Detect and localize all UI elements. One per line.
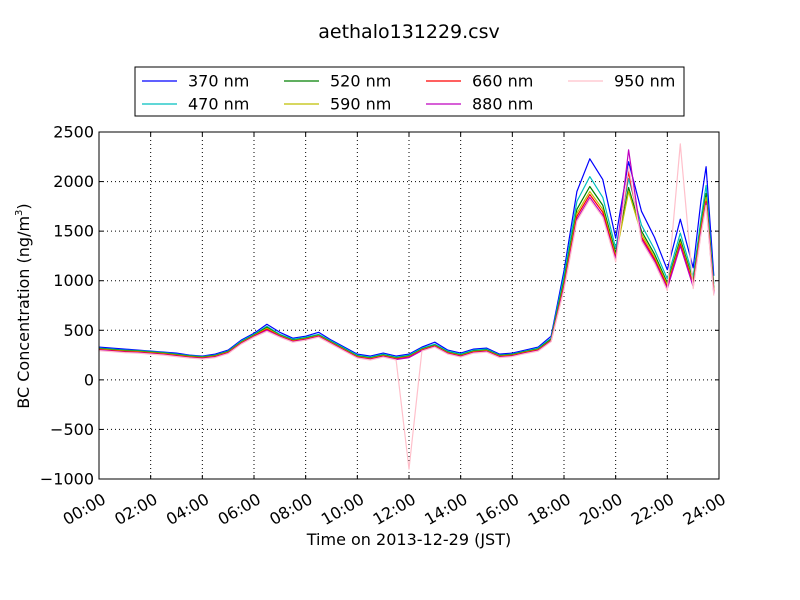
x-axis-label: Time on 2013-12-29 (JST) [306, 530, 511, 549]
x-tick-label: 16:00 [473, 489, 522, 529]
y-tick-label: −500 [50, 420, 94, 439]
y-axis-label-main: BC Concentration (ng/m [14, 216, 33, 409]
y-tick-labels: 2500 2000 1500 1000 500 0 −500 −1000 [40, 123, 94, 489]
chart-title: aethalo131229.csv [318, 21, 500, 43]
series-line-370-nm [99, 158, 715, 357]
x-tick-label: 06:00 [215, 489, 264, 529]
legend-label: 880 nm [472, 95, 533, 114]
x-tick-label: 10:00 [318, 489, 367, 529]
x-tick-label: 08:00 [266, 489, 315, 529]
y-tick-label: 1500 [53, 222, 94, 241]
y-tick-label: 2000 [53, 172, 94, 191]
series-line-950-nm [99, 143, 715, 470]
y-axis-label-close: ) [14, 203, 33, 209]
x-tick-label: 18:00 [525, 489, 574, 529]
x-tick-label: 24:00 [680, 489, 729, 529]
y-axis-label-sup: 3 [14, 210, 25, 216]
axis-ticks [98, 131, 720, 480]
grid-lines [99, 132, 719, 479]
legend-label: 370 nm [188, 72, 249, 91]
legend-frame [134, 66, 685, 117]
x-tick-label: 14:00 [421, 489, 470, 529]
legend-label: 520 nm [330, 72, 391, 91]
x-tick-label: 00:00 [60, 489, 109, 529]
x-tick-label: 12:00 [370, 489, 419, 529]
legend-label: 950 nm [614, 72, 675, 91]
x-tick-label: 04:00 [163, 489, 212, 529]
legend-label: 590 nm [330, 95, 391, 114]
x-tick-label: 22:00 [628, 489, 677, 529]
y-tick-label: 2500 [53, 123, 94, 142]
y-tick-label: 1000 [53, 271, 94, 290]
y-tick-label: −1000 [40, 470, 94, 489]
y-tick-label: 500 [63, 321, 94, 340]
x-tick-label: 02:00 [111, 489, 160, 529]
y-tick-label: 0 [84, 370, 94, 389]
legend-label: 660 nm [472, 72, 533, 91]
legend: 370 nm 470 nm 520 nm 590 nm 660 nm 880 nm 950 … [134, 66, 685, 117]
series-layer [99, 143, 715, 470]
x-tick-labels: 00:00 02:00 04:00 06:00 08:00 10:00 12:00 14:00… [60, 489, 729, 529]
y-axis-label: BC Concentration (ng/m3) [14, 203, 33, 408]
x-tick-label: 20:00 [576, 489, 625, 529]
legend-label: 470 nm [188, 95, 249, 114]
